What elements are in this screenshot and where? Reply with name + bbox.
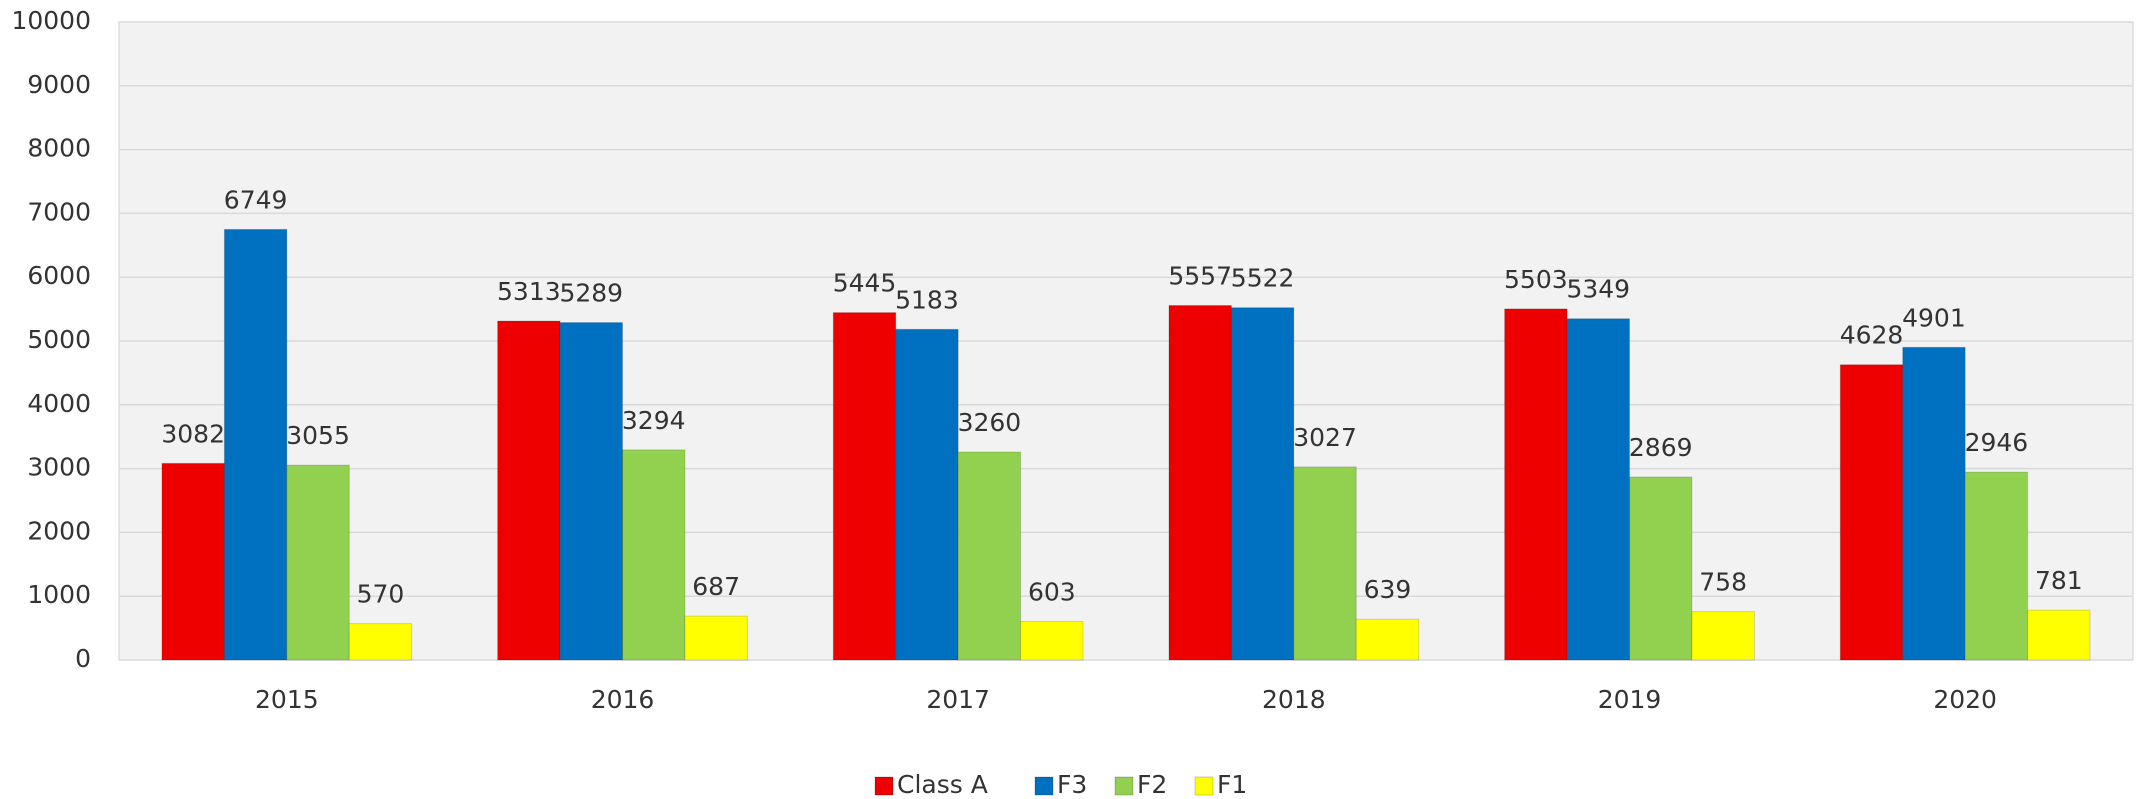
data-label: 603 (1028, 578, 1076, 607)
data-label: 4628 (1840, 321, 1904, 350)
x-tick-label: 2019 (1598, 685, 1662, 714)
bar (1504, 308, 1568, 661)
data-label: 639 (1364, 575, 1412, 604)
bar (559, 322, 623, 661)
bar (1902, 346, 1966, 661)
y-tick-label: 6000 (27, 261, 91, 290)
y-tick-label: 2000 (27, 516, 91, 545)
bar (1629, 476, 1693, 661)
bar (2027, 609, 2091, 661)
data-label: 5349 (1566, 275, 1630, 304)
bar (286, 464, 350, 661)
bar (1691, 611, 1755, 661)
bar (957, 451, 1022, 661)
bar (1230, 307, 1295, 661)
data-label: 758 (1699, 568, 1747, 597)
bar (348, 623, 413, 661)
data-label: 5183 (895, 285, 959, 314)
y-tick-label: 0 (75, 644, 91, 673)
legend-swatch (874, 776, 894, 796)
data-label: 3027 (1293, 423, 1357, 452)
bar (1566, 318, 1631, 661)
bar (1293, 466, 1357, 661)
bar (832, 312, 897, 661)
data-label: 3294 (622, 406, 686, 435)
y-tick-label: 10000 (11, 6, 91, 35)
data-label: 687 (692, 572, 740, 601)
legend-swatch (1114, 776, 1134, 796)
data-label: 781 (2035, 566, 2083, 595)
y-tick-label: 8000 (27, 134, 91, 163)
bar (1355, 618, 1420, 661)
data-label: 2869 (1629, 433, 1693, 462)
x-tick-label: 2016 (591, 685, 655, 714)
x-tick-label: 2018 (1262, 685, 1326, 714)
y-tick-label: 7000 (27, 197, 91, 226)
x-tick-label: 2015 (255, 685, 319, 714)
x-tick-label: 2017 (926, 685, 990, 714)
y-tick-label: 4000 (27, 389, 91, 418)
bar (497, 320, 561, 661)
bar (1839, 364, 1904, 661)
data-label: 3055 (286, 421, 350, 450)
data-label: 5445 (833, 269, 897, 298)
data-label: 5557 (1168, 261, 1232, 290)
bar (1020, 621, 1084, 661)
bar (622, 449, 686, 661)
data-label: 6749 (224, 185, 288, 214)
data-label: 5313 (497, 277, 561, 306)
data-label: 5503 (1504, 265, 1568, 294)
legend-label: F3 (1057, 770, 1087, 799)
legend-label: F1 (1217, 770, 1247, 799)
data-label: 570 (357, 580, 405, 609)
data-label: 5522 (1231, 264, 1295, 293)
bar (895, 328, 959, 661)
data-label: 5289 (559, 279, 623, 308)
legend-label: Class A (897, 770, 988, 799)
data-label: 4901 (1902, 303, 1966, 332)
bar (223, 228, 288, 661)
bar (1168, 304, 1232, 661)
legend-swatch (1034, 776, 1054, 796)
y-tick-label: 3000 (27, 453, 91, 482)
data-label: 3260 (958, 408, 1022, 437)
bar (684, 615, 748, 661)
bar (1964, 471, 2029, 661)
bar (161, 462, 225, 661)
data-label: 3082 (161, 419, 225, 448)
data-label: 2946 (1965, 428, 2029, 457)
y-tick-label: 1000 (27, 580, 91, 609)
y-tick-label: 5000 (27, 325, 91, 354)
x-tick-label: 2020 (1933, 685, 1997, 714)
legend-swatch (1194, 776, 1214, 796)
legend-label: F2 (1137, 770, 1167, 799)
y-tick-label: 9000 (27, 70, 91, 99)
